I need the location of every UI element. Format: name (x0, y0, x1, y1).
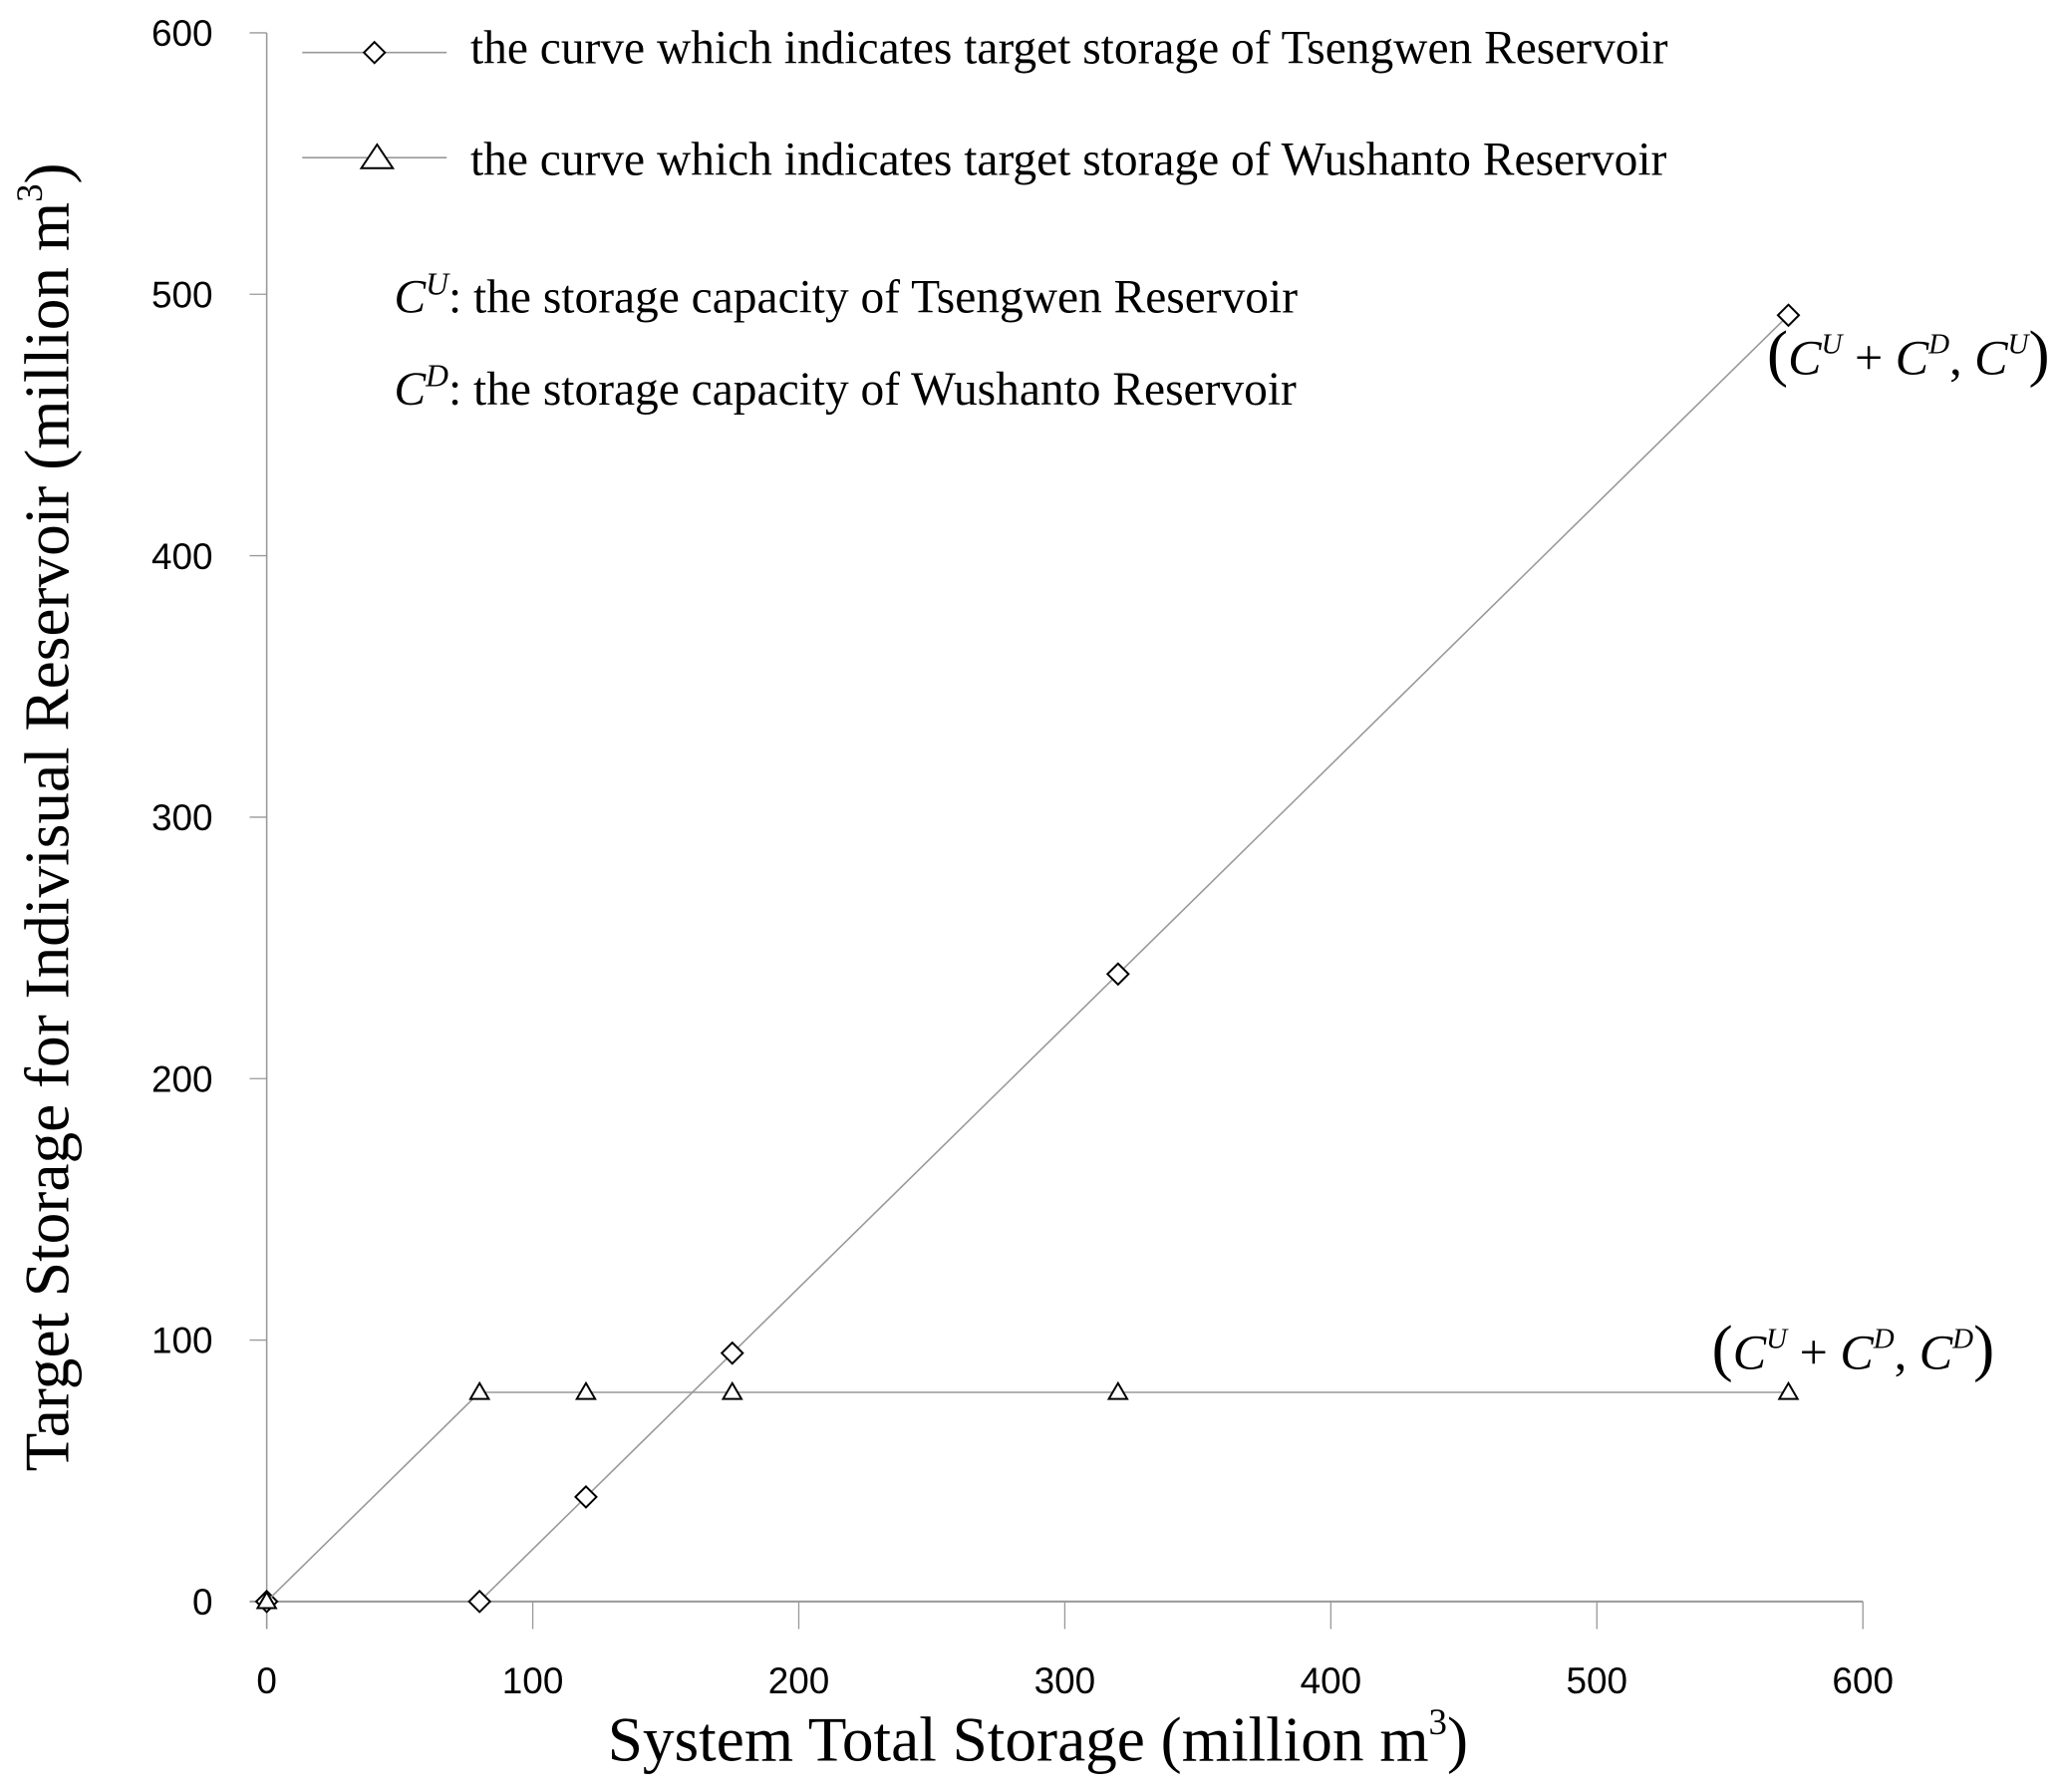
legend: the curve which indicates target storage… (302, 22, 1668, 185)
data-point-triangle (1106, 1380, 1129, 1400)
x-tick-label: 600 (1832, 1660, 1894, 1701)
note-cd: CD: the storage capacity of Wushanto Res… (395, 359, 1298, 416)
y-tick-label: 300 (151, 797, 213, 838)
data-point-triangle (468, 1380, 491, 1400)
data-point-diamond (1105, 962, 1130, 987)
note-cu: CU: the storage capacity of Tsengwen Res… (395, 266, 1299, 323)
data-point-diamond (574, 1484, 598, 1509)
x-tick-label: 400 (1301, 1660, 1362, 1701)
x-tick-label: 500 (1567, 1660, 1628, 1701)
x-tick-label: 100 (502, 1660, 564, 1701)
series-wushanto (255, 1380, 1800, 1610)
y-tick-label: 600 (151, 13, 213, 54)
legend-diamond-icon (362, 40, 387, 65)
series-line (266, 314, 1790, 1603)
y-axis-title: Target Storage for Indivisual Reservoir … (9, 162, 82, 1471)
data-point-diamond (1776, 303, 1801, 328)
data-point-diamond (720, 1341, 744, 1365)
x-tick-label: 0 (256, 1660, 277, 1701)
data-point-triangle (255, 1590, 278, 1610)
legend-label-tsengwen: the curve which indicates target storage… (470, 22, 1668, 74)
y-tick-label: 200 (151, 1058, 213, 1099)
annotation-upper: (CU + CD, CU) (1767, 319, 2050, 389)
y-tick-label: 400 (151, 536, 213, 577)
data-point-diamond (467, 1589, 492, 1614)
annotation-lower: (CU + CD, CD) (1712, 1314, 1995, 1383)
data-point-triangle (1777, 1380, 1800, 1400)
data-point-triangle (721, 1380, 743, 1400)
series-line (266, 1391, 1789, 1603)
data-point-triangle (575, 1380, 597, 1400)
series-tsengwen (254, 303, 1801, 1614)
x-tick-label: 300 (1034, 1660, 1096, 1701)
x-tick-label: 200 (768, 1660, 830, 1701)
axes (249, 32, 1864, 1630)
y-tick-label: 500 (151, 274, 213, 315)
legend-label-wushanto: the curve which indicates target storage… (470, 134, 1667, 185)
y-tick-label: 100 (151, 1321, 213, 1361)
x-axis-title: System Total Storage (million m3) (608, 1701, 1468, 1774)
legend-triangle-icon (359, 143, 396, 169)
y-tick-label: 0 (192, 1582, 213, 1623)
